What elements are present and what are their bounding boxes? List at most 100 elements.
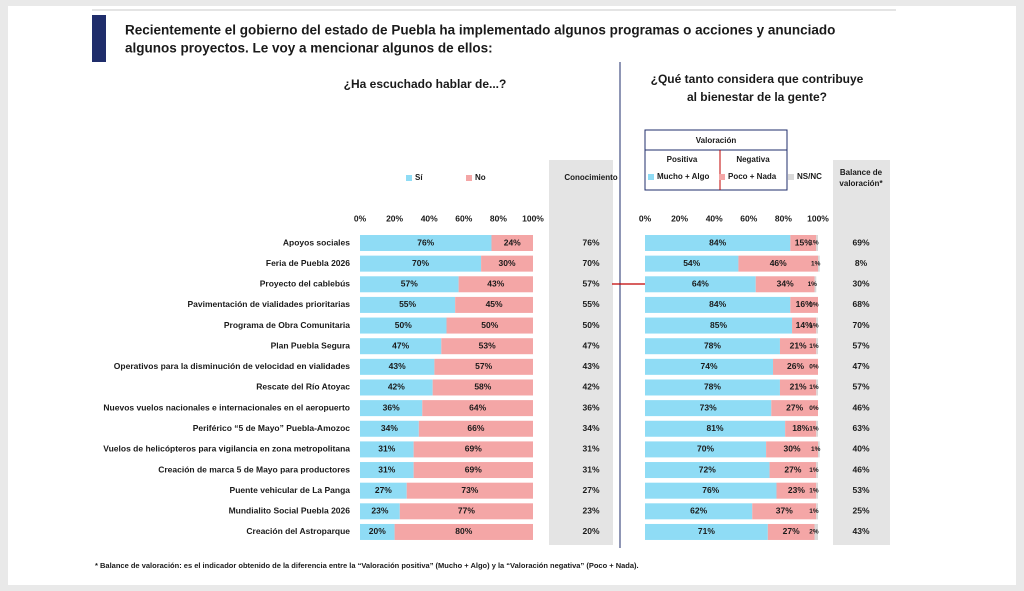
data-label: 78% — [704, 340, 721, 350]
data-label: 73% — [461, 485, 478, 495]
bar-segment — [360, 358, 435, 375]
data-label: 64% — [469, 402, 486, 412]
summary-value: 47% — [582, 340, 599, 350]
data-label: 2% — [809, 529, 819, 536]
data-label: 73% — [700, 402, 717, 412]
bar-segment — [816, 235, 818, 251]
summary-value: 53% — [852, 485, 869, 495]
summary-value: 57% — [852, 382, 869, 392]
summary-value: 31% — [582, 444, 599, 454]
summary-value: 23% — [582, 506, 599, 516]
data-label: 81% — [707, 423, 724, 433]
data-label: 53% — [479, 340, 496, 350]
data-label: 34% — [381, 423, 398, 433]
summary-value: 31% — [582, 464, 599, 474]
x-tick-label: 20% — [671, 213, 688, 223]
bar-segment — [816, 462, 818, 479]
summary-value: 20% — [582, 526, 599, 536]
summary-value: 8% — [855, 258, 868, 268]
data-label: 70% — [697, 444, 714, 454]
bar-segment — [645, 462, 770, 479]
bar-segment — [645, 296, 791, 313]
data-label: 70% — [412, 258, 429, 268]
data-label: 69% — [465, 444, 482, 454]
data-label: 57% — [475, 361, 492, 371]
category-label: Rescate del Río Atoyac — [256, 382, 350, 392]
bar-segment — [491, 235, 533, 251]
data-label: 27% — [784, 464, 801, 474]
data-label: 16% — [796, 299, 813, 309]
summary-value: 34% — [582, 423, 599, 433]
data-label: 1% — [809, 425, 819, 432]
summary-header: valoración* — [839, 179, 883, 188]
category-label: Creación de marca 5 de Mayo para product… — [158, 464, 350, 474]
bar-segment — [816, 317, 818, 334]
category-label: Creación del Astroparque — [246, 526, 350, 536]
bar-segment — [413, 441, 533, 458]
data-label: 50% — [395, 320, 412, 330]
summary-value: 63% — [852, 423, 869, 433]
bar-segment — [779, 338, 817, 355]
bar-segment — [645, 379, 780, 396]
data-label: 50% — [481, 320, 498, 330]
bar-segment — [776, 482, 817, 499]
bar-segment — [645, 523, 768, 540]
legend-label: Sí — [415, 173, 423, 182]
bar-segment — [790, 235, 817, 251]
data-label: 66% — [467, 423, 484, 433]
bar-segment — [645, 358, 774, 375]
subtitle: al bienestar de la gente? — [687, 90, 827, 104]
bar-segment — [818, 441, 820, 458]
data-label: 55% — [399, 299, 416, 309]
summary-value: 25% — [852, 506, 869, 516]
category-label: Periférico “5 de Mayo” Puebla-Amozoc — [193, 423, 351, 433]
category-label: Pavimentación de vialidades prioritarias — [187, 299, 350, 309]
bar-segment — [422, 400, 533, 417]
bar-segment — [766, 441, 818, 458]
legend-label: NS/NC — [797, 172, 822, 181]
bar-segment — [645, 400, 772, 417]
x-tick-label: 80% — [490, 213, 507, 223]
bar-segment — [645, 255, 739, 272]
data-label: 27% — [786, 402, 803, 412]
x-tick-label: 0% — [639, 213, 652, 223]
bar-segment — [818, 255, 820, 272]
bar-segment — [360, 276, 459, 293]
x-tick-label: 60% — [740, 213, 757, 223]
bar-segment — [406, 482, 533, 499]
data-label: 43% — [389, 361, 406, 371]
x-tick-label: 0% — [354, 213, 367, 223]
data-label: 43% — [487, 279, 504, 289]
data-label: 45% — [486, 299, 503, 309]
subtitle: ¿Ha escuchado hablar de...? — [344, 77, 507, 91]
bar-segment — [360, 523, 395, 540]
bar-segment — [360, 482, 407, 499]
legend-swatch — [648, 174, 654, 180]
x-tick-label: 40% — [421, 213, 438, 223]
legend-label: Poco + Nada — [728, 172, 777, 181]
data-label: 23% — [788, 485, 805, 495]
data-label: 54% — [683, 258, 700, 268]
title-bar — [92, 15, 106, 62]
data-label: 1% — [809, 240, 819, 247]
bar-segment — [360, 441, 414, 458]
data-label: 0% — [809, 302, 819, 309]
data-label: 46% — [770, 258, 787, 268]
legend-group: Positiva — [667, 155, 698, 164]
bar-segment — [785, 420, 817, 437]
legend-label: No — [475, 173, 486, 182]
bar-segment — [645, 503, 753, 520]
data-label: 24% — [504, 237, 521, 247]
data-label: 27% — [375, 485, 392, 495]
bar-segment — [360, 379, 433, 396]
data-label: 57% — [401, 279, 418, 289]
category-label: Proyecto del cablebús — [260, 279, 350, 289]
data-label: 1% — [809, 384, 819, 391]
data-label: 36% — [383, 402, 400, 412]
summary-value: 70% — [582, 258, 599, 268]
summary-value: 30% — [852, 279, 869, 289]
data-label: 26% — [787, 361, 804, 371]
bar-segment — [814, 523, 818, 540]
x-tick-label: 80% — [775, 213, 792, 223]
